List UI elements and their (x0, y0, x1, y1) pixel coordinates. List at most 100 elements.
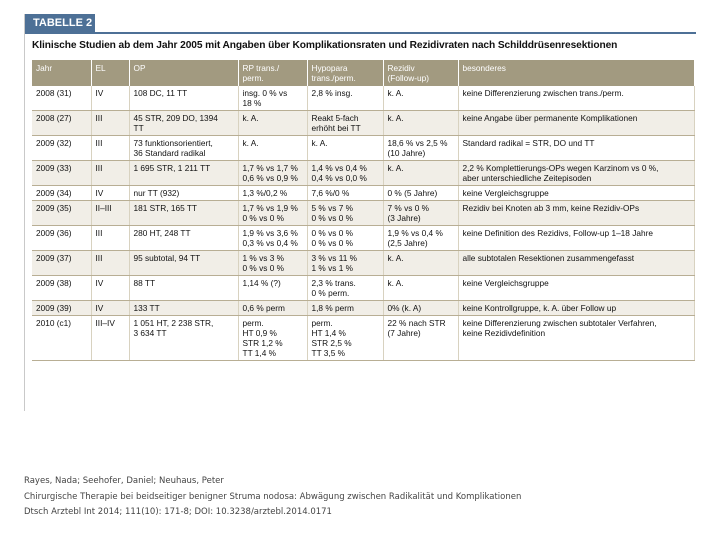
table-cell: III (91, 225, 130, 251)
footer-authors: Rayes, Nada; Seehofer, Daniel; Neuhaus, … (24, 476, 224, 486)
table-cell: 2009 (33) (32, 160, 92, 186)
footer-citation: Dtsch Arztebl Int 2014; 111(10): 171-8; … (24, 507, 332, 517)
table-cell: k. A. (238, 110, 308, 136)
table-cell: keine Differenzierung zwischen subtotale… (458, 315, 695, 361)
table-row: 2009 (32) III 73 funktionsorientiert, 36 S… (32, 135, 695, 161)
table-cell: Rezidiv bei Knoten ab 3 mm, keine Rezidi… (458, 200, 695, 226)
table-cell: keine Vergleichsgruppe (458, 185, 695, 201)
table-cell: 0 % (5 Jahre) (383, 185, 459, 201)
table-cell: Standard radikal = STR, DO und TT (458, 135, 695, 161)
table-cell: 7 % vs 0 % (3 Jahre) (383, 200, 459, 226)
table-cell: 2010 (c1) (32, 315, 92, 361)
table-cell: keine Vergleichsgruppe (458, 275, 695, 301)
table-caption: Klinische Studien ab dem Jahr 2005 mit A… (32, 40, 618, 51)
table-cell: 0,6 % perm (238, 300, 308, 316)
table-cell: IV (91, 185, 130, 201)
table-cell: 0 % vs 0 % 0 % vs 0 % (307, 225, 384, 251)
footer-title: Chirurgische Therapie bei beidseitiger b… (24, 491, 522, 502)
table-cell: keine Angabe über permanente Komplikatio… (458, 110, 695, 136)
column-header: EL (91, 60, 130, 86)
table-cell: III (91, 135, 130, 161)
column-header: RP trans./ perm. (238, 60, 308, 86)
header-rule (25, 32, 696, 34)
table-cell: 2008 (31) (32, 86, 92, 111)
table-cell: 280 HT, 248 TT (129, 225, 239, 251)
column-header: Hypopara trans./perm. (307, 60, 384, 86)
table-cell: IV (91, 275, 130, 301)
table-row: 2008 (31) IV 108 DC, 11 TT insg. 0 % vs 18 … (32, 86, 695, 111)
column-header: OP (129, 60, 239, 86)
studies-table: Jahr EL OP RP trans./ perm. Hypopara trans./… (32, 60, 695, 361)
table-cell: 2009 (35) (32, 200, 92, 226)
column-header: Jahr (32, 60, 92, 86)
table-cell: 88 TT (129, 275, 239, 301)
table-cell: keine Kontrollgruppe, k. A. über Follow … (458, 300, 695, 316)
table-cell: 2009 (32) (32, 135, 92, 161)
table-cell: 1 695 STR, 1 211 TT (129, 160, 239, 186)
table-row: 2009 (38) IV 88 TT 1,14 % (?) 2,3 % trans. 0… (32, 275, 695, 301)
table-cell: 133 TT (129, 300, 239, 316)
table-cell: 1,8 % perm (307, 300, 384, 316)
table-cell: 73 funktionsorientiert, 36 Standard radi… (129, 135, 239, 161)
table-cell: 2009 (38) (32, 275, 92, 301)
table-cell: 2,3 % trans. 0 % perm. (307, 275, 384, 301)
table-cell: 2009 (34) (32, 185, 92, 201)
table-cell: keine Definition des Rezidivs, Follow-up… (458, 225, 695, 251)
table-cell: 2009 (37) (32, 250, 92, 276)
table-cell: 45 STR, 209 DO, 1394 TT (129, 110, 239, 136)
table-cell: 2009 (39) (32, 300, 92, 316)
table-cell: k. A. (383, 275, 459, 301)
table-cell: insg. 0 % vs 18 % (238, 86, 308, 111)
table-cell: 3 % vs 11 % 1 % vs 1 % (307, 250, 384, 276)
table-cell: 18,6 % vs 2,5 % (10 Jahre) (383, 135, 459, 161)
table-cell: III (91, 250, 130, 276)
table-row: 2009 (34) IV nur TT (932) 1,3 %/0,2 % 7,6 %/… (32, 185, 695, 201)
table-body: 2008 (31) IV 108 DC, 11 TT insg. 0 % vs 18 … (32, 86, 695, 361)
source-footer: Rayes, Nada; Seehofer, Daniel; Neuhaus, … (24, 474, 521, 521)
table-cell: 1,7 % vs 1,7 % 0,6 % vs 0,9 % (238, 160, 308, 186)
table-cell: keine Differenzierung zwischen trans./pe… (458, 86, 695, 111)
table-cell: 1,4 % vs 0,4 % 0,4 % vs 0,0 % (307, 160, 384, 186)
table-cell: perm. HT 1,4 % STR 2,5 % TT 3,5 % (307, 315, 384, 361)
column-header: besonderes (458, 60, 695, 86)
table-row: 2009 (36) III 280 HT, 248 TT 1,9 % vs 3,6 %… (32, 225, 695, 251)
table-cell: 2,2 % Komplettierungs-OPs wegen Karzinom… (458, 160, 695, 186)
table-cell: 1,9 % vs 3,6 % 0,3 % vs 0,4 % (238, 225, 308, 251)
table-cell: 108 DC, 11 TT (129, 86, 239, 111)
table-cell: 95 subtotal, 94 TT (129, 250, 239, 276)
table-cell: k. A. (383, 86, 459, 111)
table-cell: perm. HT 0,9 % STR 1,2 % TT 1,4 % (238, 315, 308, 361)
table-header-row: Jahr EL OP RP trans./ perm. Hypopara trans./… (32, 60, 695, 86)
table-cell: 2,8 % insg. (307, 86, 384, 111)
table-cell: IV (91, 300, 130, 316)
table-cell: 1,7 % vs 1,9 % 0 % vs 0 % (238, 200, 308, 226)
table-cell: 2008 (27) (32, 110, 92, 136)
table-cell: nur TT (932) (129, 185, 239, 201)
table-cell: III–IV (91, 315, 130, 361)
table-cell: k. A. (383, 250, 459, 276)
table-number-label: TABELLE 2 (25, 14, 95, 32)
table-cell: 0% (k. A) (383, 300, 459, 316)
table-cell: IV (91, 86, 130, 111)
table-cell: k. A. (238, 135, 308, 161)
table-row: 2008 (27) III 45 STR, 209 DO, 1394 TT k. A.… (32, 110, 695, 136)
table-cell: alle subtotalen Resektionen zusammengefa… (458, 250, 695, 276)
table-cell: III (91, 110, 130, 136)
table-cell: 1 051 HT, 2 238 STR, 3 634 TT (129, 315, 239, 361)
table-cell: Reakt 5-fach erhöht bei TT (307, 110, 384, 136)
table-row: 2009 (33) III 1 695 STR, 1 211 TT 1,7 % vs … (32, 160, 695, 186)
table-cell: 7,6 %/0 % (307, 185, 384, 201)
column-header: Rezidiv (Follow-up) (383, 60, 459, 86)
table-cell: 1 % vs 3 % 0 % vs 0 % (238, 250, 308, 276)
table-cell: k. A. (307, 135, 384, 161)
table-cell: 1,9 % vs 0,4 % (2,5 Jahre) (383, 225, 459, 251)
table-row: 2010 (c1) III–IV 1 051 HT, 2 238 STR, 3 63… (32, 315, 695, 361)
table-cell: II–III (91, 200, 130, 226)
table-cell: 1,14 % (?) (238, 275, 308, 301)
table-cell: 2009 (36) (32, 225, 92, 251)
table-cell: k. A. (383, 160, 459, 186)
table-cell: k. A. (383, 110, 459, 136)
table-figure: TABELLE 2 Klinische Studien ab dem Jahr … (24, 14, 696, 411)
table-cell: 5 % vs 7 % 0 % vs 0 % (307, 200, 384, 226)
table-row: 2009 (39) IV 133 TT 0,6 % perm 1,8 % perm 0% … (32, 300, 695, 316)
